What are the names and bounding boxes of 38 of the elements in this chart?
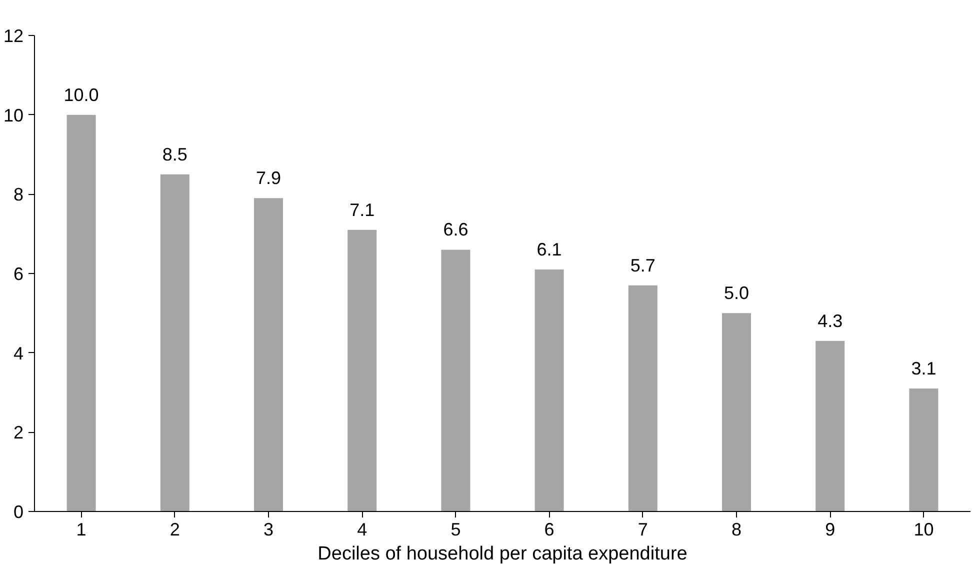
data-label: 7.9 <box>256 168 282 188</box>
data-label: 6.6 <box>443 220 468 240</box>
x-tick-label: 7 <box>638 520 648 540</box>
y-tick-label: 4 <box>13 343 24 364</box>
bar <box>722 313 752 512</box>
bar <box>816 340 845 512</box>
x-tick-label: 4 <box>357 520 368 540</box>
y-tick-label: 0 <box>13 502 24 522</box>
bar <box>254 198 284 512</box>
data-label: 3.1 <box>911 358 936 379</box>
data-label: 10.0 <box>64 84 99 105</box>
y-tick-label: 2 <box>13 422 24 443</box>
bar <box>160 174 190 512</box>
data-label: 5.7 <box>630 255 656 276</box>
x-tick-label: 10 <box>914 520 934 540</box>
x-tick-label: 9 <box>825 520 836 540</box>
y-tick-label: 8 <box>13 184 24 205</box>
bar <box>66 114 96 512</box>
bar <box>534 270 564 512</box>
data-label: 8.5 <box>162 144 188 164</box>
data-label: 6.1 <box>536 240 562 260</box>
x-tick-label: 8 <box>731 520 742 540</box>
bar <box>909 388 938 512</box>
x-tick-label: 5 <box>450 520 461 540</box>
bar <box>441 250 470 512</box>
data-label: 5.0 <box>724 283 750 304</box>
x-tick-label: 1 <box>76 520 86 540</box>
x-tick-label: 3 <box>263 520 274 540</box>
y-tick-label: 12 <box>3 26 24 46</box>
y-tick-label: 10 <box>3 105 24 126</box>
x-axis-title: Deciles of household per capita expenditure <box>318 544 688 564</box>
data-label: 4.3 <box>818 310 843 331</box>
bar <box>348 230 377 512</box>
bar <box>628 285 658 512</box>
y-tick-label: 6 <box>13 264 24 284</box>
x-tick-label: 6 <box>544 520 554 540</box>
x-tick-label: 2 <box>170 520 180 540</box>
data-label: 7.1 <box>350 200 375 220</box>
